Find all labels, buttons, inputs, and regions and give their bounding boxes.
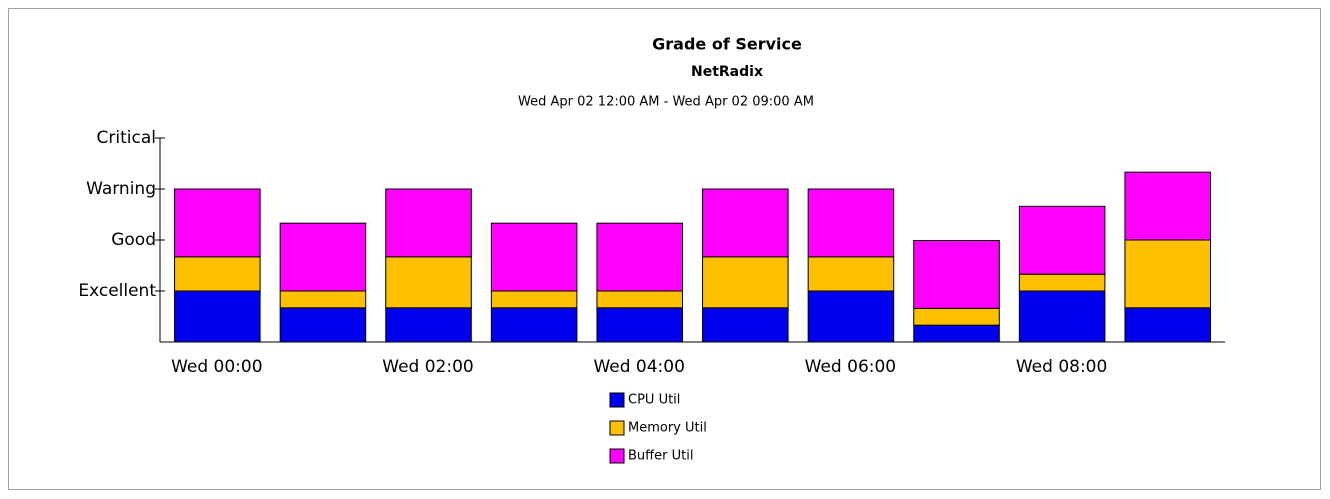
bar-segment [913,240,1000,309]
bar-segment [490,290,578,309]
x-tick-label: Wed 02:00 [382,357,473,377]
bar-segment [596,222,683,292]
legend-swatch [609,420,625,436]
bar-segment [596,290,683,309]
x-tick-label: Wed 06:00 [805,357,896,377]
bar-segment [702,188,789,258]
bar-segment [385,307,472,343]
bar-segment [807,256,895,292]
bar-segment [1124,171,1211,241]
legend-label: CPU Util [628,393,680,408]
bar-segment [1124,239,1211,309]
x-tick-label: Wed 00:00 [171,357,262,377]
legend-swatch [609,448,625,464]
y-tick-label: Warning [86,179,156,199]
chart-subtitle: NetRadix [691,64,763,80]
bar-segment [490,307,578,343]
y-tick-label: Critical [97,128,156,148]
bar-segment [385,256,472,309]
bar-segment [702,256,789,309]
bar-segment [596,307,683,343]
bar-segment [1124,307,1211,343]
time-range: Wed Apr 02 12:00 AM - Wed Apr 02 09:00 A… [518,95,814,110]
bar-segment [490,222,578,292]
legend-label: Memory Util [628,421,707,436]
bar-segment [807,188,895,258]
legend-label: Buffer Util [628,449,693,464]
bar-segment [385,188,472,258]
bar-segment [807,290,895,343]
bar-segment [1018,205,1106,275]
bar-segment [174,188,261,258]
legend-swatch [609,392,625,408]
y-tick-label: Excellent [78,281,156,301]
bar-segment [1018,290,1106,343]
x-tick-label: Wed 08:00 [1016,357,1107,377]
bar-segment [174,290,261,343]
x-tick-label: Wed 04:00 [593,357,684,377]
bar-segment [702,307,789,343]
bar-segment [913,324,1000,343]
bar-segment [279,222,367,292]
bar-segment [913,307,1000,326]
bar-segment [279,290,367,309]
bar-segment [279,307,367,343]
chart-title: Grade of Service [652,35,802,54]
bar-segment [1018,273,1106,292]
y-tick-label: Good [111,230,156,250]
bar-segment [174,256,261,292]
